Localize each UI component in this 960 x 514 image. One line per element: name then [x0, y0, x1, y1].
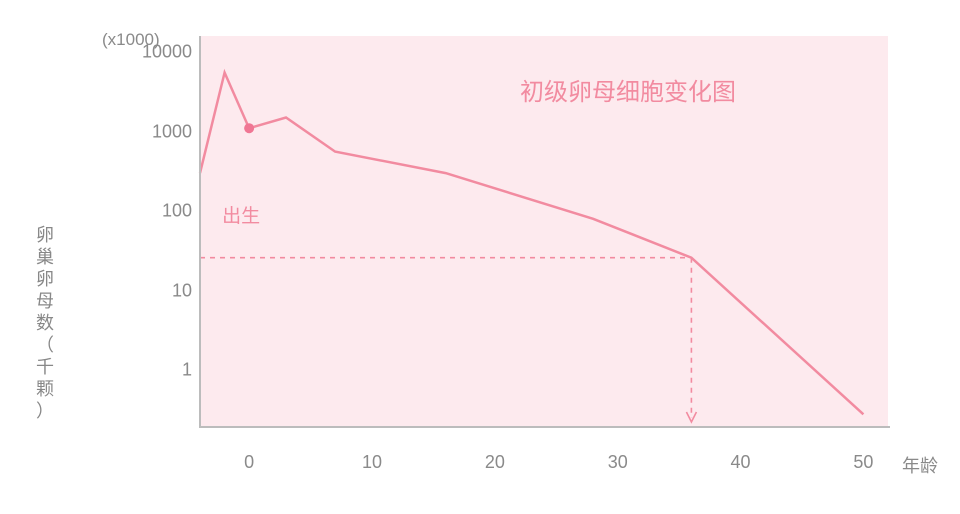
chart-container: 卵巢卵母数（千颗） (x1000) 初级卵母细胞变化图 出生 110100100… — [0, 0, 960, 514]
x-ticks: 0 10 20 30 40 50 — [200, 452, 888, 476]
x-axis-line — [200, 426, 890, 428]
y-ticks: 1 10 100 1000 10000 — [98, 36, 192, 426]
y-axis-title: 卵巢卵母数（千颗） — [36, 224, 56, 422]
x-tick: 0 — [244, 452, 254, 473]
y-tick: 10000 — [98, 41, 192, 62]
chart-svg — [200, 36, 888, 426]
y-tick: 10 — [98, 280, 192, 301]
birth-marker — [244, 123, 254, 133]
x-tick: 20 — [485, 452, 505, 473]
x-tick: 50 — [853, 452, 873, 473]
y-tick: 100 — [98, 201, 192, 222]
y-tick: 1000 — [98, 121, 192, 142]
x-axis-title: 年龄 — [902, 452, 938, 478]
dashed-reference — [200, 258, 696, 422]
x-tick: 10 — [362, 452, 382, 473]
x-tick: 30 — [608, 452, 628, 473]
data-line — [200, 73, 863, 415]
y-axis-line — [199, 36, 201, 428]
x-tick: 40 — [731, 452, 751, 473]
y-tick: 1 — [98, 360, 192, 381]
